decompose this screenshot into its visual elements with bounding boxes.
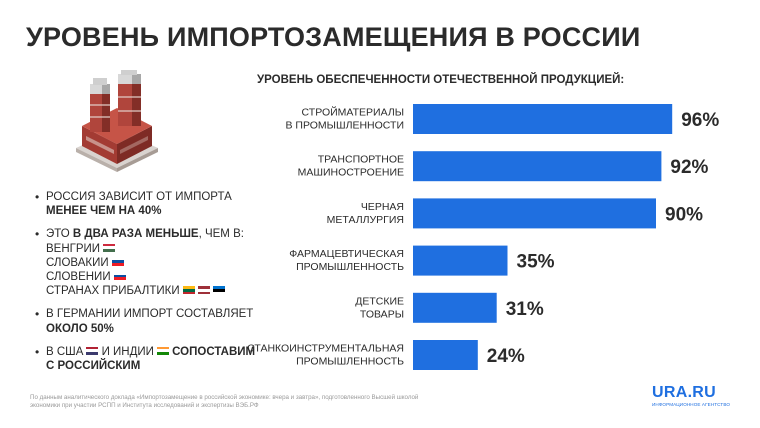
value-label: 31%: [506, 299, 544, 320]
bar: [413, 245, 508, 276]
category-label: В ПРОМЫШЛЕННОСТИ: [286, 120, 405, 132]
value-label: 35%: [517, 252, 555, 273]
value-label: 96%: [681, 110, 719, 131]
country-line: ВЕНГРИИ: [46, 242, 264, 256]
country-name: СТРАНАХ ПРИБАЛТИКИ: [46, 285, 180, 298]
bar: [413, 151, 662, 182]
flag-lv-icon: [197, 286, 210, 295]
country-line: СТРАНАХ ПРИБАЛТИКИ: [46, 284, 264, 298]
category-label: ПРОМЫШЛЕННОСТЬ: [296, 356, 404, 368]
country-name: СЛОВАКИИ: [46, 256, 109, 269]
category-label: СТРОЙМАТЕРИАЛЫ: [302, 106, 404, 119]
category-label: ЧЕРНАЯ: [361, 201, 404, 213]
fact-item: ЭТО В ДВА РАЗА МЕНЬШЕ, ЧЕМ В:ВЕНГРИИСЛОВ…: [34, 227, 264, 298]
country-name: СЛОВЕНИИ: [46, 271, 111, 284]
category-label: СТАНКОИНСТРУМЕНТАЛЬНАЯ: [247, 343, 404, 355]
logo-text: URA.RU: [652, 384, 717, 401]
category-label: ТРАНСПОРТНОЕ: [318, 154, 404, 166]
fact-item: В ГЕРМАНИИ ИМПОРТ СОСТАВЛЯЕТ ОКОЛО 50%: [34, 307, 264, 335]
fact-emphasis: ОКОЛО 50%: [46, 322, 114, 335]
flag-us-icon: [86, 346, 99, 355]
fact-emphasis: МЕНЕЕ ЧЕМ НА 40%: [46, 205, 162, 218]
category-label: ПРОМЫШЛЕННОСТЬ: [296, 261, 404, 273]
category-label: ДЕТСКИЕ: [355, 295, 404, 307]
flag-in-icon: [156, 346, 169, 355]
value-label: 90%: [665, 204, 703, 225]
fact-text: И ИНДИИ: [98, 345, 154, 358]
value-label: 92%: [670, 157, 708, 178]
flag-si-icon: [113, 272, 126, 280]
value-label: 24%: [487, 346, 525, 367]
source-note: По данным аналитического доклада «Импорт…: [30, 394, 419, 409]
flag-ee-icon: [212, 286, 225, 295]
bar: [413, 292, 497, 323]
fact-item: РОССИЯ ЗАВИСИТ ОТ ИМПОРТА МЕНЕЕ ЧЕМ НА 4…: [34, 190, 264, 218]
fact-emphasis: СОПОСТАВИМ С РОССИЙСКИМ: [46, 345, 256, 373]
fact-item: В США И ИНДИИ СОПОСТАВИМ С РОССИЙСКИМ: [34, 345, 264, 373]
fact-text: ЭТО: [46, 228, 73, 241]
bar: [413, 198, 656, 229]
logo-subtitle: ИНФОРМАЦИОННОЕ АГЕНТСТВО: [652, 402, 731, 407]
fact-text: , ЧЕМ В:: [198, 228, 244, 241]
country-line: СЛОВАКИИ: [46, 256, 264, 270]
fact-text: РОССИЯ ЗАВИСИТ ОТ ИМПОРТА: [46, 191, 232, 203]
factory-icon: [76, 70, 158, 172]
fact-text: В США: [46, 345, 84, 358]
fact-text: В ГЕРМАНИИ ИМПОРТ СОСТАВЛЯЕТ: [46, 308, 254, 321]
flag-hu-icon: [103, 243, 116, 252]
category-label: ФАРМАЦЕВТИЧЕСКАЯ: [289, 248, 404, 260]
country-name: ВЕНГРИИ: [46, 242, 101, 255]
bar: [413, 340, 478, 370]
flag-lt-icon: [182, 286, 195, 295]
facts-list: РОССИЯ ЗАВИСИТ ОТ ИМПОРТА МЕНЕЕ ЧЕМ НА 4…: [34, 190, 264, 382]
flag-sk-icon: [111, 257, 124, 266]
page-title: УРОВЕНЬ ИМПОРТОЗАМЕЩЕНИЯ В РОССИИ: [26, 22, 641, 52]
bar: [413, 104, 673, 134]
category-label: ТОВАРЫ: [360, 308, 404, 320]
ura-logo: URA.RU ИНФОРМАЦИОННОЕ АГЕНТСТВО: [652, 384, 732, 407]
category-label: МЕТАЛЛУРГИЯ: [327, 214, 404, 226]
fact-emphasis: В ДВА РАЗА МЕНЬШЕ: [72, 228, 199, 241]
country-line: СЛОВЕНИИ: [46, 270, 264, 284]
category-label: МАШИНОСТРОЕНИЕ: [298, 167, 404, 179]
chart-heading: УРОВЕНЬ ОБЕСПЕЧЕННОСТИ ОТЕЧЕСТВЕННОЙ ПРО…: [257, 74, 625, 86]
